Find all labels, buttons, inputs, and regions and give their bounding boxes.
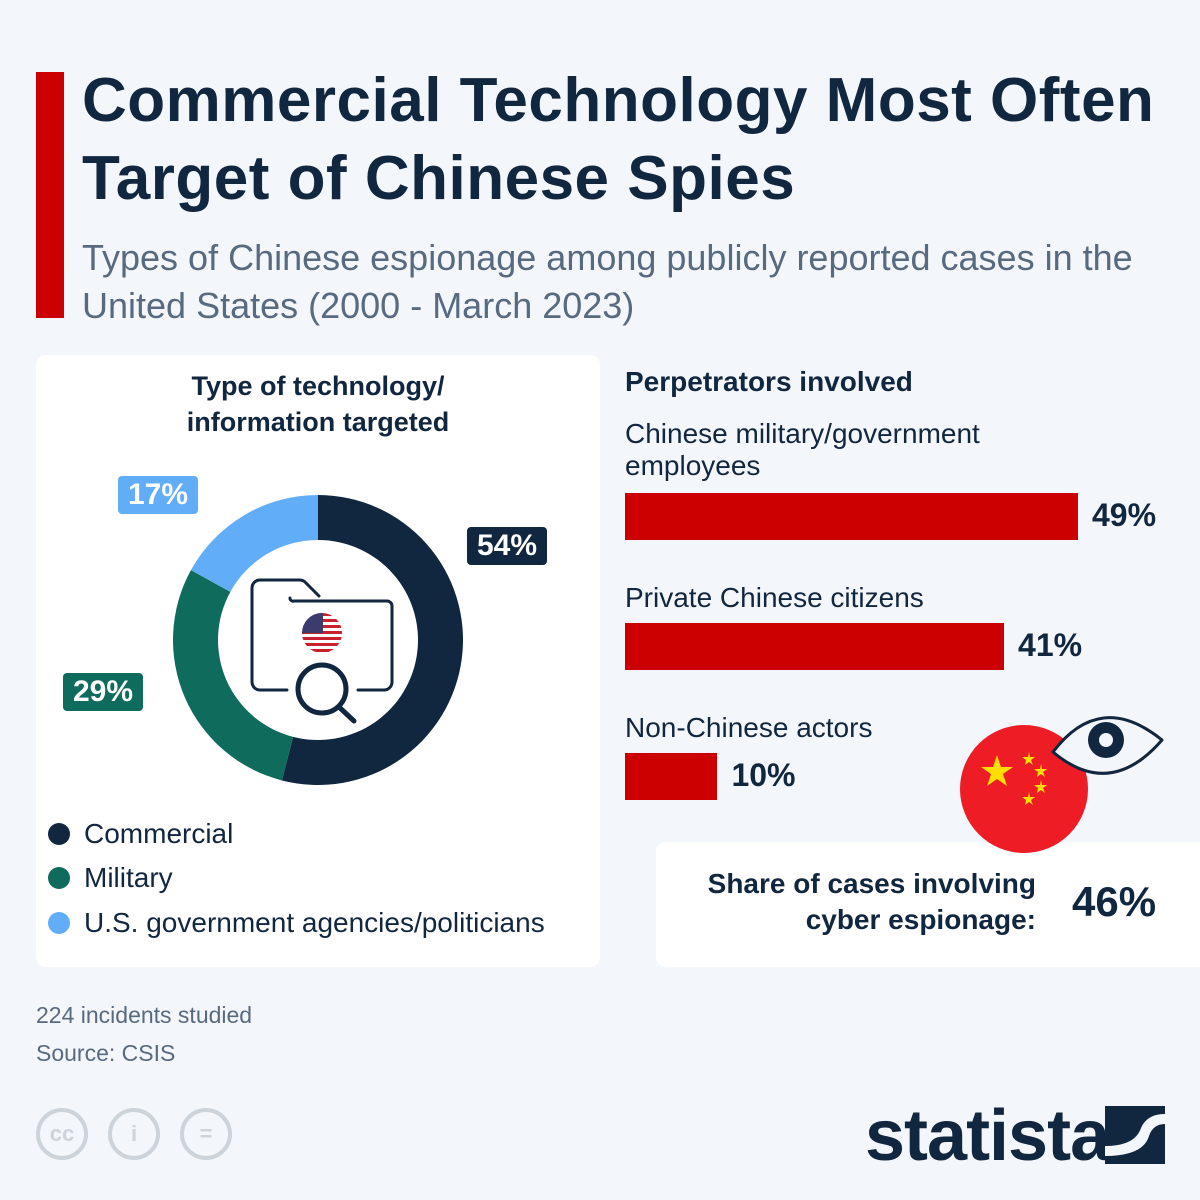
no-derivatives-icon[interactable]: = — [180, 1108, 232, 1160]
folder-icon — [250, 578, 394, 692]
bar-non-chinese — [625, 753, 718, 800]
legend-dot — [48, 912, 70, 934]
label-military: 29% — [63, 673, 144, 711]
china-flag-icon — [960, 725, 1088, 853]
bar-value: 41% — [1018, 627, 1083, 663]
legend-label: U.S. government agencies/politicians — [84, 907, 545, 938]
us-flag-icon — [302, 613, 342, 653]
subtitle: Types of Chinese espionage among publicl… — [82, 237, 1133, 326]
donut-card — [36, 355, 600, 967]
legend-commercial: Commercial — [48, 818, 233, 850]
page-title: Commercial Technology Most Often Target … — [82, 66, 1155, 213]
legend-dot — [48, 823, 70, 845]
legend-government: U.S. government agencies/politicians — [48, 907, 545, 939]
label-commercial: 54% — [467, 527, 548, 565]
statista-logo-mark-icon — [1105, 1106, 1165, 1164]
title-accent-bar — [36, 72, 64, 318]
legend-military: Military — [48, 862, 173, 894]
magnifier-icon — [295, 662, 357, 724]
cc-icon[interactable]: cc — [36, 1108, 88, 1160]
bar-military-gov — [625, 493, 1078, 540]
cyber-label: Share of cases involving cyber espionage… — [707, 868, 1036, 935]
bar-label-private: Private Chinese citizens — [625, 582, 924, 613]
slice-government — [190, 495, 318, 592]
slice-military — [173, 570, 294, 781]
bar-label-military-gov: Chinese military/government employees — [625, 418, 980, 481]
source-note: Source: CSIS — [36, 1040, 176, 1066]
bar-label-non-chinese: Non-Chinese actors — [625, 712, 873, 743]
statista-logo[interactable]: statista — [865, 1096, 1110, 1176]
donut-title: Type of technology/ information targeted — [186, 371, 450, 437]
cyber-card — [656, 842, 1200, 967]
legend-label: Military — [84, 862, 173, 893]
china-flag-eye-icon — [960, 716, 1164, 853]
cyber-value: 46% — [1072, 878, 1157, 925]
legend-label: Commercial — [84, 818, 234, 849]
bar-value: 10% — [731, 757, 796, 793]
bar-value: 49% — [1092, 497, 1157, 533]
legend-dot — [48, 867, 70, 889]
attribution-icon[interactable]: i — [108, 1108, 160, 1160]
bar-chart-title: Perpetrators involved — [625, 366, 913, 397]
label-government: 17% — [118, 476, 199, 514]
bar-private — [625, 623, 1005, 670]
slice-commercial — [281, 495, 464, 786]
incidents-note: 224 incidents studied — [36, 1002, 253, 1028]
